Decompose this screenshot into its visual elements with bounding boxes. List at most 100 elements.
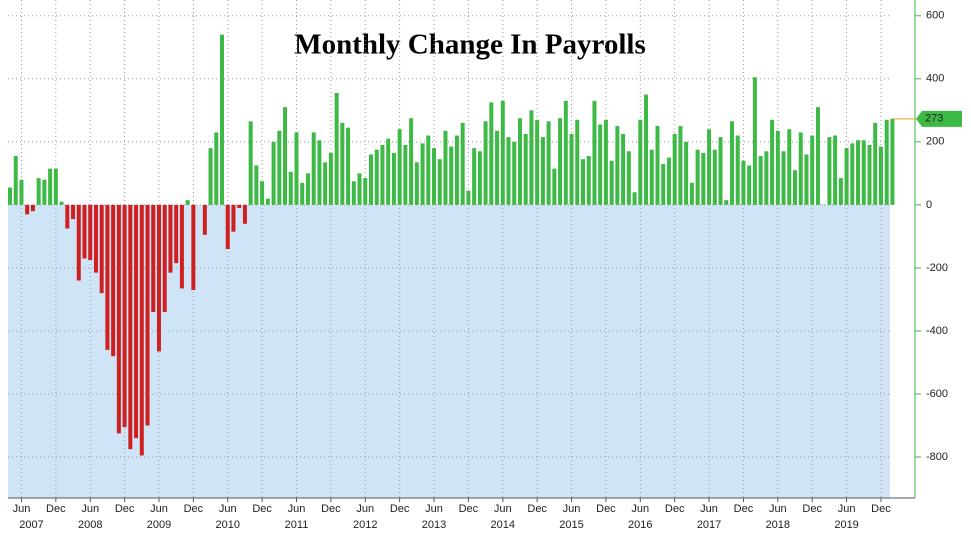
- bar: [816, 107, 820, 205]
- bar: [295, 132, 299, 204]
- x-tick-label: Jun: [700, 503, 718, 515]
- bar: [804, 154, 808, 204]
- x-year-label: 2012: [353, 519, 377, 531]
- bar: [575, 120, 579, 205]
- bar: [88, 205, 92, 260]
- x-tick-label: Dec: [596, 503, 616, 515]
- bar: [495, 131, 499, 205]
- bar: [249, 121, 253, 205]
- bar: [174, 205, 178, 263]
- bar: [547, 121, 551, 205]
- y-tick-label: 0: [926, 199, 932, 211]
- bar: [191, 205, 195, 290]
- bar: [14, 156, 18, 205]
- bar: [873, 123, 877, 205]
- bar: [426, 136, 430, 205]
- bar: [518, 118, 522, 205]
- y-tick-label: -200: [926, 262, 948, 274]
- bar: [638, 120, 642, 205]
- bar: [335, 93, 339, 205]
- bar: [220, 35, 224, 205]
- bar: [850, 143, 854, 204]
- x-tick-label: Jun: [769, 503, 787, 515]
- bar: [552, 169, 556, 205]
- x-tick-label: Dec: [252, 503, 272, 515]
- bar: [810, 136, 814, 205]
- bar: [65, 205, 69, 229]
- bar: [673, 134, 677, 205]
- bar: [403, 145, 407, 205]
- bar: [398, 129, 402, 205]
- x-tick-label: Dec: [459, 503, 479, 515]
- bar: [8, 188, 12, 205]
- bar: [71, 205, 75, 219]
- bar: [31, 205, 35, 211]
- bar: [472, 148, 476, 205]
- bar: [54, 169, 58, 205]
- x-tick-label: Jun: [838, 503, 856, 515]
- bar: [386, 139, 390, 205]
- bar: [667, 158, 671, 205]
- bar: [226, 205, 230, 249]
- bar: [799, 132, 803, 204]
- bar: [570, 134, 574, 205]
- bar: [512, 142, 516, 205]
- y-tick-label: -800: [926, 451, 948, 463]
- bar: [610, 161, 614, 205]
- bar: [644, 95, 648, 205]
- x-year-label: 2007: [19, 519, 43, 531]
- bar: [289, 172, 293, 205]
- x-year-label: 2018: [766, 519, 790, 531]
- x-tick-label: Jun: [356, 503, 374, 515]
- x-tick-label: Jun: [13, 503, 31, 515]
- bar: [507, 137, 511, 205]
- bar: [117, 205, 121, 434]
- bar: [443, 131, 447, 205]
- bar: [650, 150, 654, 205]
- bar: [696, 150, 700, 205]
- x-tick-label: Dec: [184, 503, 204, 515]
- bar: [180, 205, 184, 289]
- bar: [94, 205, 98, 273]
- bar: [478, 151, 482, 205]
- bar: [678, 126, 682, 205]
- bar: [833, 136, 837, 205]
- x-tick-label: Dec: [46, 503, 66, 515]
- bar: [604, 120, 608, 205]
- bar: [541, 137, 545, 205]
- x-year-label: 2015: [559, 519, 583, 531]
- bar: [438, 159, 442, 205]
- bar: [707, 129, 711, 205]
- bar: [747, 165, 751, 204]
- bar: [123, 205, 127, 427]
- bar: [329, 153, 333, 205]
- bar: [140, 205, 144, 456]
- y-tick-label: 600: [926, 10, 944, 22]
- bar: [100, 205, 104, 293]
- bar: [730, 121, 734, 205]
- bar: [168, 205, 172, 273]
- bar: [105, 205, 109, 350]
- bar: [203, 205, 207, 235]
- x-tick-label: Dec: [390, 503, 410, 515]
- x-tick-label: Dec: [115, 503, 135, 515]
- bar: [455, 136, 459, 205]
- x-tick-label: Dec: [802, 503, 822, 515]
- x-year-label: 2014: [491, 519, 515, 531]
- bar: [598, 125, 602, 205]
- bar: [111, 205, 115, 356]
- bar: [564, 101, 568, 205]
- bar: [655, 126, 659, 205]
- bar: [266, 199, 270, 205]
- bar: [890, 119, 894, 205]
- bar: [363, 178, 367, 205]
- last-value-label: 273: [925, 113, 943, 125]
- bar: [501, 101, 505, 205]
- x-tick-label: Dec: [734, 503, 754, 515]
- x-tick-label: Jun: [631, 503, 649, 515]
- bar: [741, 161, 745, 205]
- x-tick-label: Jun: [288, 503, 306, 515]
- bar: [214, 132, 218, 204]
- bar: [283, 107, 287, 205]
